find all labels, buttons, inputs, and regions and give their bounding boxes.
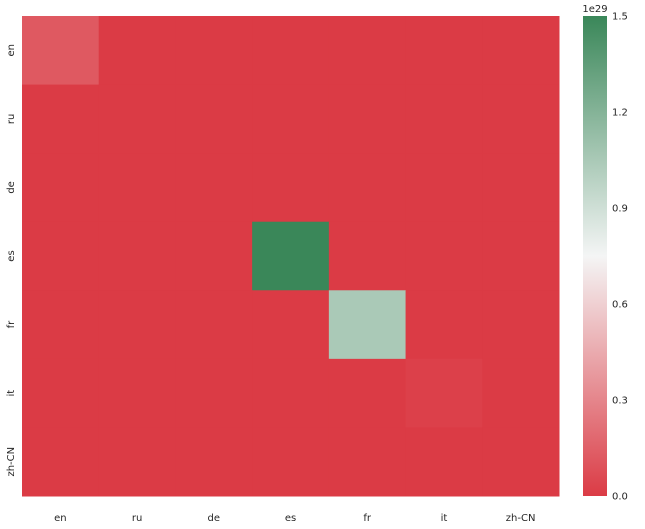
colorbar-gradient <box>583 16 607 496</box>
colorbar: 1e29 0.0 0.3 0.6 0.9 1.2 1.5 <box>582 4 628 503</box>
heatmap-cell-fr-de <box>175 290 253 360</box>
x-tick-label-it: it <box>441 513 448 524</box>
heatmap-cell-ru-en <box>22 84 100 154</box>
heatmap-cell-fr-es <box>252 290 330 360</box>
heatmap-cell-es-es <box>252 221 330 291</box>
heatmap-cell-de-ru <box>98 153 176 223</box>
heatmap-cell-zh-CN-de <box>175 427 253 497</box>
colorbar-tick-0.6: 0.6 <box>612 300 628 311</box>
colorbar-tick-0.9: 0.9 <box>612 204 628 215</box>
heatmap-cell-it-zh-CN <box>482 358 560 428</box>
heatmap-cell-it-fr <box>328 358 407 428</box>
heatmap-cell-en-fr <box>328 16 407 86</box>
heatmap-cell-en-ru <box>98 16 176 86</box>
x-tick-label-zh-CN: zh-CN <box>506 513 536 524</box>
heatmap-cell-fr-en <box>22 290 100 360</box>
colorbar-scale-label: 1e29 <box>582 4 607 15</box>
heatmap-cell-fr-fr <box>328 290 407 360</box>
heatmap-cell-en-it <box>405 16 483 86</box>
heatmap-cell-zh-CN-it <box>405 427 483 497</box>
heatmap-cell-de-fr <box>328 153 407 223</box>
heatmap-cell-it-de <box>175 358 253 428</box>
y-tick-label-it: it <box>6 390 17 397</box>
heatmap-cell-es-ru <box>98 221 176 291</box>
x-tick-label-de: de <box>208 513 221 524</box>
heatmap-cell-ru-es <box>252 84 330 154</box>
heatmap-cell-ru-ru <box>98 84 176 154</box>
heatmap-cell-de-it <box>405 153 483 223</box>
y-tick-label-de: de <box>6 181 17 194</box>
x-tick-label-fr: fr <box>363 513 372 524</box>
x-tick-label-en: en <box>54 513 67 524</box>
y-tick-labels: en ru de es fr it zh-CN <box>6 44 17 477</box>
heatmap-cell-ru-zh-CN <box>482 84 560 154</box>
heatmap-cell-en-es <box>252 16 330 86</box>
x-tick-label-ru: ru <box>132 513 142 524</box>
x-tick-labels: en ru de es fr it zh-CN <box>54 513 535 524</box>
y-tick-label-fr: fr <box>6 320 17 329</box>
x-tick-label-es: es <box>285 513 296 524</box>
heatmap-cell-zh-CN-en <box>22 427 100 497</box>
heatmap-cell-fr-it <box>405 290 483 360</box>
heatmap-cell-es-zh-CN <box>482 221 560 291</box>
heatmap-cell-de-es <box>252 153 330 223</box>
heatmap-cell-ru-it <box>405 84 483 154</box>
heatmap-cell-es-en <box>22 221 100 291</box>
heatmap-cell-es-fr <box>328 221 407 291</box>
heatmap-cell-zh-CN-ru <box>98 427 176 497</box>
heatmap-cell-en-de <box>175 16 253 86</box>
heatmap-cell-zh-CN-zh-CN <box>482 427 560 497</box>
colorbar-tick-1.5: 1.5 <box>612 12 628 23</box>
heatmap-cell-fr-zh-CN <box>482 290 560 360</box>
heatmap-cell-de-de <box>175 153 253 223</box>
y-tick-label-en: en <box>6 44 17 57</box>
heatmap-cell-de-zh-CN <box>482 153 560 223</box>
heatmap-cell-ru-fr <box>328 84 407 154</box>
heatmap-cell-zh-CN-es <box>252 427 330 497</box>
colorbar-tick-1.2: 1.2 <box>612 108 628 119</box>
heatmap-cell-it-it <box>405 358 483 428</box>
colorbar-tick-0.0: 0.0 <box>612 492 628 503</box>
heatmap-cell-de-en <box>22 153 100 223</box>
heatmap-cell-it-en <box>22 358 100 428</box>
heatmap-cell-zh-CN-fr <box>328 427 407 497</box>
colorbar-tick-0.3: 0.3 <box>612 396 628 407</box>
heatmap-cell-it-es <box>252 358 330 428</box>
heatmap-cell-en-zh-CN <box>482 16 560 86</box>
heatmap-cell-ru-de <box>175 84 253 154</box>
y-tick-label-es: es <box>6 250 17 261</box>
heatmap-cell-es-it <box>405 221 483 291</box>
heatmap-cells <box>22 16 560 497</box>
heatmap-cell-en-en <box>22 16 100 86</box>
y-tick-label-ru: ru <box>6 114 17 124</box>
colorbar-ticks: 0.0 0.3 0.6 0.9 1.2 1.5 <box>612 12 628 503</box>
heatmap-cell-es-de <box>175 221 253 291</box>
heatmap-cell-fr-ru <box>98 290 176 360</box>
heatmap-cell-it-ru <box>98 358 176 428</box>
y-tick-label-zh-CN: zh-CN <box>6 447 17 477</box>
